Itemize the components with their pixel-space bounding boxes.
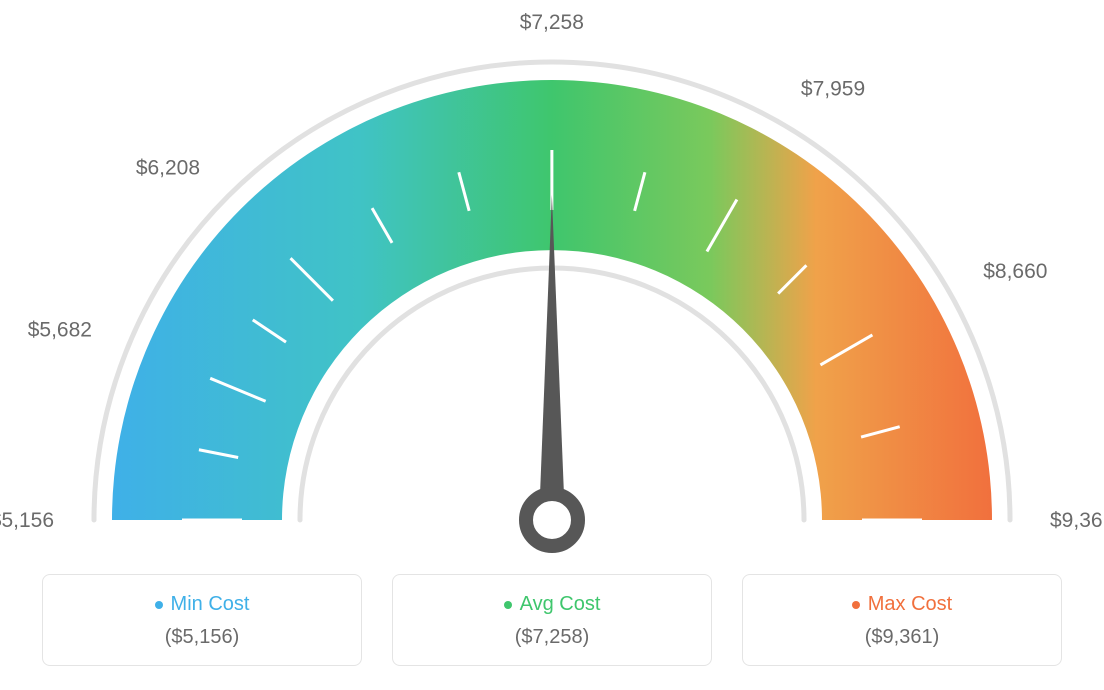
legend-value-max: ($9,361) [753, 626, 1051, 649]
legend-title-avg: Avg Cost [504, 593, 601, 616]
legend-title-max: Max Cost [852, 593, 952, 616]
legend-title-avg-text: Avg Cost [520, 593, 601, 616]
svg-text:$8,660: $8,660 [983, 260, 1047, 283]
legend-row: Min Cost ($5,156) Avg Cost ($7,258) Max … [40, 574, 1064, 666]
legend-card-min: Min Cost ($5,156) [42, 574, 362, 666]
svg-text:$9,361: $9,361 [1050, 509, 1104, 532]
svg-text:$5,156: $5,156 [0, 509, 54, 532]
legend-value-min: ($5,156) [53, 626, 351, 649]
legend-title-min-text: Min Cost [171, 593, 250, 616]
svg-text:$5,682: $5,682 [28, 318, 92, 341]
legend-title-max-text: Max Cost [868, 593, 952, 616]
legend-dot-avg [504, 601, 512, 609]
legend-title-min: Min Cost [155, 593, 250, 616]
legend-dot-max [852, 601, 860, 609]
svg-text:$6,208: $6,208 [136, 157, 200, 180]
gauge-svg: $5,156 $5,682 $6,208 $7,258 $7,959 $8,660 $9,3… [0, 0, 1104, 560]
legend-dot-min [155, 601, 163, 609]
gauge-area: $5,156 $5,682 $6,208 $7,258 $7,959 $8,660 $9,3… [0, 0, 1104, 560]
legend-card-max: Max Cost ($9,361) [742, 574, 1062, 666]
svg-text:$7,959: $7,959 [801, 78, 865, 101]
legend-card-avg: Avg Cost ($7,258) [392, 574, 712, 666]
svg-text:$7,258: $7,258 [520, 11, 584, 34]
cost-gauge-chart: $5,156 $5,682 $6,208 $7,258 $7,959 $8,660 $9,3… [0, 0, 1104, 690]
legend-value-avg: ($7,258) [403, 626, 701, 649]
